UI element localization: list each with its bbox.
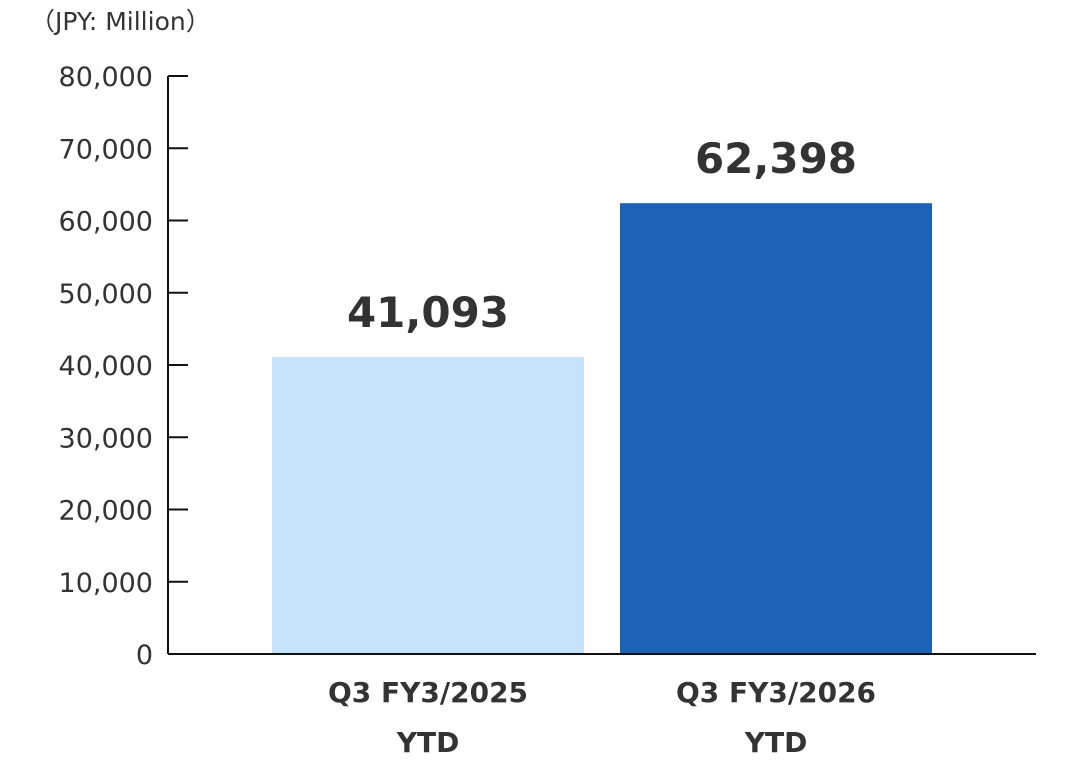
y-tick-label: 40,000 — [59, 351, 153, 382]
x-tick-label: YTD — [396, 726, 460, 759]
y-tick-label: 80,000 — [59, 62, 153, 93]
y-tick-label: 70,000 — [59, 134, 153, 165]
x-tick-label: Q3 FY3/2026 — [676, 676, 876, 709]
y-tick-label: 30,000 — [59, 423, 153, 454]
x-tick-label: Q3 FY3/2025 — [328, 676, 528, 709]
bar — [620, 203, 932, 655]
y-axis: 0 10,000 20,000 30,000 40,000 50,000 60,000 70,… — [59, 62, 188, 671]
x-tick-label: YTD — [744, 726, 808, 759]
data-label: 62,398 — [695, 134, 857, 183]
bar — [272, 357, 584, 654]
x-axis: Q3 FY3/2025 YTD Q3 FY3/2026 YTD — [168, 653, 1036, 759]
y-tick-label: 60,000 — [59, 207, 153, 238]
data-label: 41,093 — [347, 288, 509, 337]
bars: 41,093 62,398 — [272, 134, 932, 655]
y-tick-label: 20,000 — [59, 496, 153, 527]
y-tick-label: 0 — [136, 640, 153, 671]
unit-label: （JPY: Million） — [30, 7, 211, 36]
y-tick-label: 10,000 — [59, 568, 153, 599]
y-tick-label: 50,000 — [59, 279, 153, 310]
